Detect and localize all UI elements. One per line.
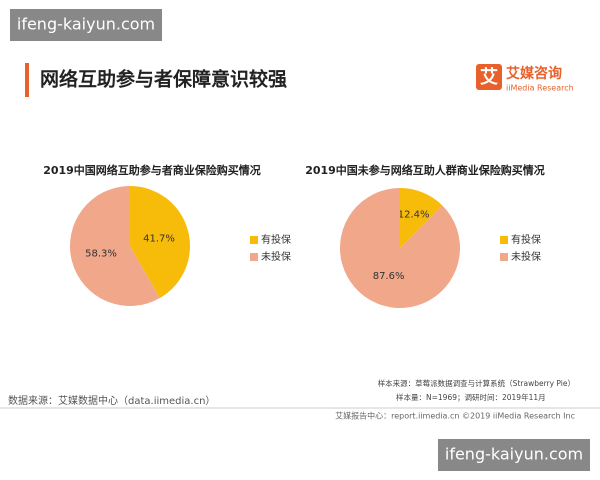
sample-size: 样本量：N=1969；调研时间：2019年11月 — [396, 392, 546, 402]
brand: 艾媒咨询 — [506, 65, 562, 82]
watermark-box — [10, 9, 162, 41]
value-label: 12.4% — [398, 210, 430, 221]
page-title: 网络互助参与者保障意识较强 — [40, 68, 287, 91]
watermark-box — [438, 439, 590, 471]
legend-label: 有投保 — [261, 233, 291, 246]
source: 数据来源：艾媒数据中心（data.iimedia.cn） — [8, 394, 215, 407]
legend-swatch — [250, 236, 258, 244]
value-label: 41.7% — [143, 233, 175, 244]
watermark: ifeng-kaiyun.com — [445, 445, 583, 464]
pie-slice — [340, 188, 461, 308]
legend-swatch — [250, 253, 258, 261]
value-label: 58.3% — [85, 249, 117, 260]
pie-slice — [130, 186, 190, 299]
chart-title: 2019中国网络互助参与者商业保险购买情况 — [43, 163, 261, 177]
pie-slice — [70, 186, 160, 306]
legend-label: 未投保 — [261, 250, 291, 263]
value-label: 87.6% — [373, 271, 405, 282]
watermark: ifeng-kaiyun.com — [17, 15, 155, 34]
title-bar — [25, 63, 29, 97]
sample-source: 样本来源：草莓派数据调查与计算系统（Strawberry Pie） — [378, 378, 575, 388]
brand-en: iiMedia Research — [506, 84, 574, 93]
logo-char: 艾 — [480, 66, 498, 88]
chart-title: 2019中国未参与网络互助人群商业保险购买情况 — [305, 163, 545, 177]
pie-slice — [400, 188, 443, 248]
logo — [476, 64, 502, 90]
legend-label: 有投保 — [511, 233, 541, 246]
legend-label: 未投保 — [511, 250, 541, 263]
report-line: 艾媒报告中心：report.iimedia.cn ©2019 iiMedia R… — [335, 411, 575, 421]
legend-swatch — [500, 236, 508, 244]
legend-swatch — [500, 253, 508, 261]
